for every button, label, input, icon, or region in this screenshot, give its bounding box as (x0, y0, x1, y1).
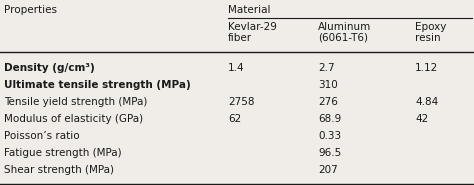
Text: 4.84: 4.84 (415, 97, 438, 107)
Text: 276: 276 (318, 97, 338, 107)
Text: 96.5: 96.5 (318, 148, 341, 158)
Text: 42: 42 (415, 114, 428, 124)
Text: 68.9: 68.9 (318, 114, 341, 124)
Text: 310: 310 (318, 80, 338, 90)
Text: Properties: Properties (4, 5, 57, 15)
Text: 62: 62 (228, 114, 241, 124)
Text: Shear strength (MPa): Shear strength (MPa) (4, 165, 114, 175)
Text: 1.12: 1.12 (415, 63, 438, 73)
Text: 2.7: 2.7 (318, 63, 335, 73)
Text: Kevlar-29: Kevlar-29 (228, 22, 277, 32)
Text: 0.33: 0.33 (318, 131, 341, 141)
Text: (6061-T6): (6061-T6) (318, 33, 368, 43)
Text: Modulus of elasticity (GPa): Modulus of elasticity (GPa) (4, 114, 143, 124)
Text: Ultimate tensile strength (MPa): Ultimate tensile strength (MPa) (4, 80, 191, 90)
Text: Density (g/cm³): Density (g/cm³) (4, 63, 95, 73)
Text: fiber: fiber (228, 33, 252, 43)
Text: resin: resin (415, 33, 441, 43)
Text: Epoxy: Epoxy (415, 22, 447, 32)
Text: 2758: 2758 (228, 97, 255, 107)
Text: 207: 207 (318, 165, 338, 175)
Text: Fatigue strength (MPa): Fatigue strength (MPa) (4, 148, 122, 158)
Text: Poisson’s ratio: Poisson’s ratio (4, 131, 80, 141)
Text: Material: Material (228, 5, 271, 15)
Text: Aluminum: Aluminum (318, 22, 371, 32)
Text: Tensile yield strength (MPa): Tensile yield strength (MPa) (4, 97, 147, 107)
Text: 1.4: 1.4 (228, 63, 245, 73)
